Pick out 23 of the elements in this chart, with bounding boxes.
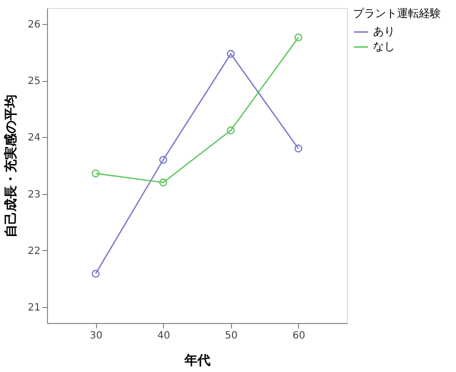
y-tick-label: 25 <box>28 76 40 88</box>
y-tick-label: 22 <box>28 246 40 257</box>
x-tick-label: 60 <box>292 330 306 342</box>
legend-label: なし <box>373 40 395 53</box>
point <box>294 34 302 42</box>
point <box>92 270 100 278</box>
point <box>159 156 168 164</box>
legend-title: プラント運転経験 <box>353 7 441 20</box>
legend-label: あり <box>373 25 395 38</box>
y-axis-title: 自己成長・充実感の平均 <box>2 94 19 238</box>
point <box>92 169 100 178</box>
point <box>226 126 235 134</box>
x-tick-label: 40 <box>157 330 170 342</box>
y-tick-label: 23 <box>28 189 40 200</box>
point <box>294 144 302 152</box>
y-tick-label: 21 <box>28 302 40 314</box>
point <box>226 50 235 58</box>
x-tick-label: 30 <box>90 330 103 342</box>
x-tick-label: 50 <box>224 330 238 342</box>
y-tick-label: 24 <box>28 132 40 144</box>
y-tick-label: 26 <box>28 19 40 30</box>
point <box>159 178 168 186</box>
x-axis-title: 年代 <box>184 354 210 368</box>
